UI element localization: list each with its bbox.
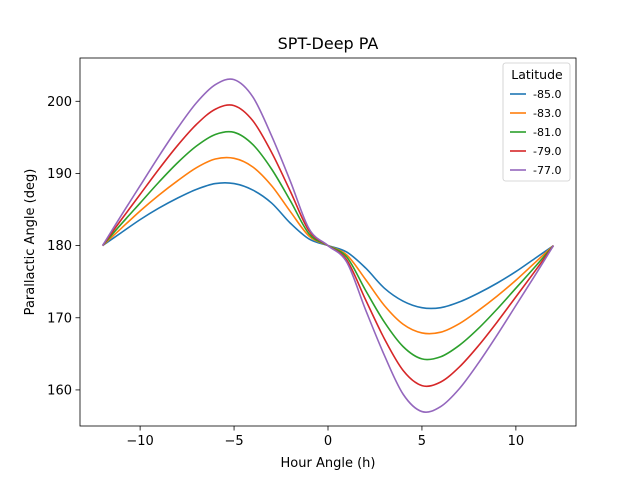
x-ticks: −10 −5 0 5 10	[126, 426, 524, 449]
y-tick-label: 170	[47, 311, 72, 326]
x-tick-label: −10	[126, 434, 153, 449]
x-tick-label: 10	[508, 434, 525, 449]
legend-label-3: -79.0	[533, 145, 561, 158]
y-tick-label: 160	[47, 383, 72, 398]
legend: Latitude -85.0 -83.0 -81.0 -79.0 -77.0	[502, 62, 571, 182]
legend-label-1: -83.0	[533, 107, 561, 120]
y-axis-label: Parallactic Angle (deg)	[23, 169, 38, 316]
series-layer	[101, 78, 555, 413]
y-tick-label: 180	[47, 239, 72, 254]
x-axis-label: Hour Angle (h)	[281, 456, 376, 471]
legend-label-0: -85.0	[533, 88, 561, 101]
x-tick-label: 5	[418, 434, 426, 449]
legend-label-4: -77.0	[533, 164, 561, 177]
legend-label-2: -81.0	[533, 126, 561, 139]
x-tick-label: 0	[324, 434, 332, 449]
series-line-4	[101, 78, 555, 413]
legend-entries: -85.0 -83.0 -81.0 -79.0 -77.0	[510, 88, 561, 177]
chart-title: SPT-Deep PA	[278, 34, 379, 53]
y-tick-label: 200	[47, 95, 72, 110]
y-tick-label: 190	[47, 167, 72, 182]
legend-title: Latitude	[511, 67, 563, 82]
y-ticks: 160 170 180 190 200	[47, 95, 80, 398]
x-tick-label: −5	[224, 434, 243, 449]
